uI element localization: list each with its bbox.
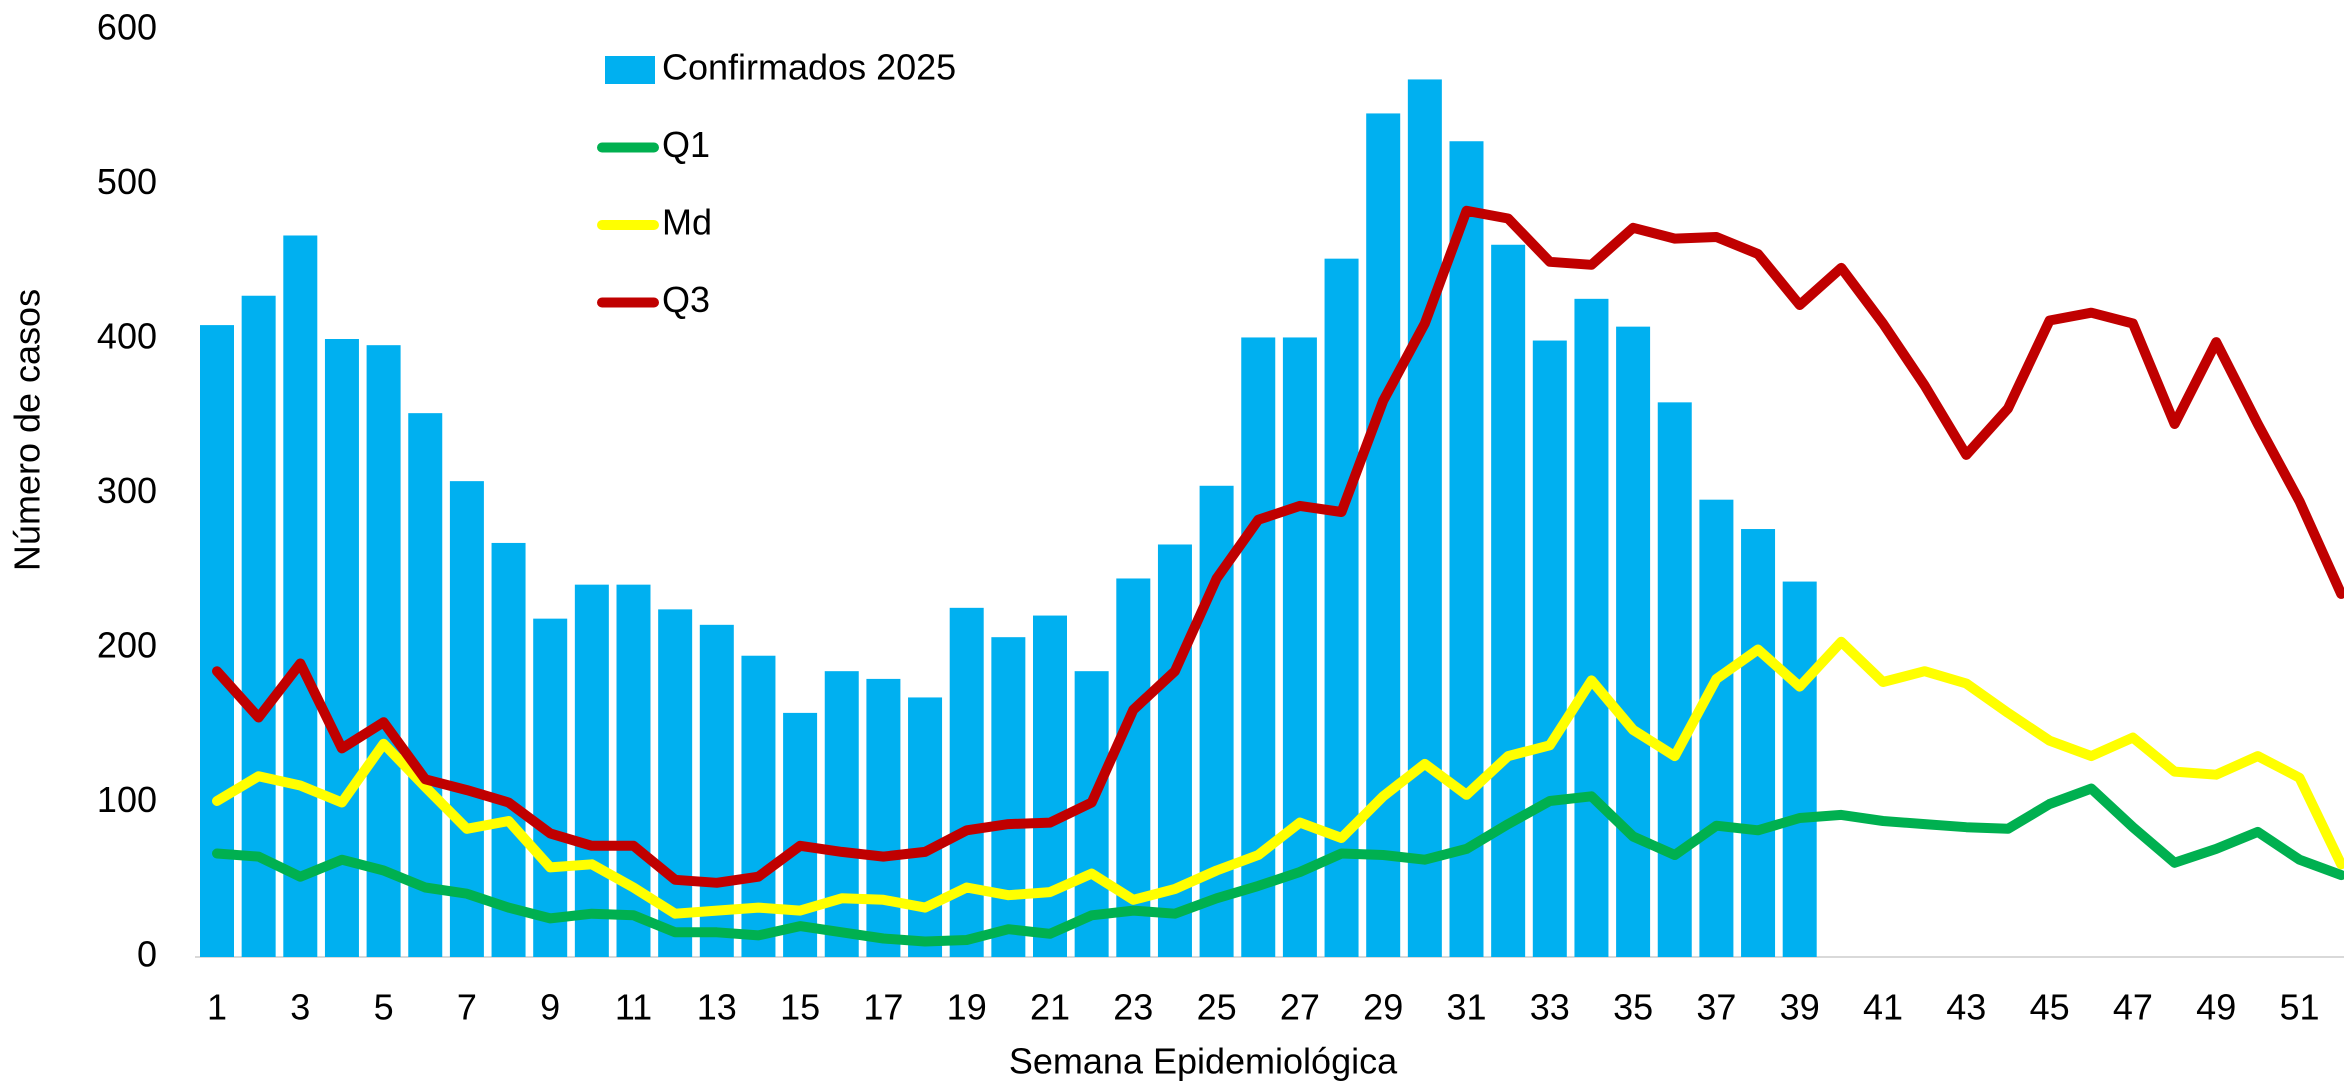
bar	[574, 584, 609, 957]
x-tick-label: 3	[290, 987, 310, 1028]
bar	[783, 712, 818, 957]
bar	[241, 295, 276, 957]
bar	[200, 325, 234, 958]
bar	[1616, 326, 1651, 957]
y-tick-label: 500	[97, 161, 157, 202]
bar	[1532, 340, 1567, 957]
bar	[1741, 529, 1776, 957]
bar	[1449, 141, 1484, 958]
bar	[949, 607, 984, 957]
bar	[908, 697, 943, 957]
x-tick-label: 23	[1113, 987, 1153, 1028]
x-tick-label: 49	[2196, 987, 2236, 1028]
legend-swatch	[605, 56, 655, 84]
legend-label: Q3	[662, 279, 710, 320]
bar	[991, 637, 1026, 957]
x-tick-label: 39	[1780, 987, 1820, 1028]
bar	[1699, 499, 1734, 957]
x-tick-label: 19	[947, 987, 987, 1028]
line-series	[212, 636, 2344, 919]
bar	[699, 624, 734, 957]
x-tick-label: 41	[1863, 987, 1903, 1028]
x-tick-label: 29	[1363, 987, 1403, 1028]
x-tick-label: 37	[1696, 987, 1736, 1028]
line-series	[212, 205, 2344, 888]
bar	[324, 339, 359, 957]
line-series	[212, 783, 2344, 947]
y-tick-label: 400	[97, 316, 157, 357]
bar	[1491, 244, 1526, 957]
x-tick-label: 21	[1030, 987, 1070, 1028]
x-tick-label: 13	[697, 987, 737, 1028]
x-tick-label: 33	[1530, 987, 1570, 1028]
bar	[283, 235, 318, 958]
bar	[658, 609, 693, 957]
x-tick-label: 11	[615, 987, 652, 1028]
x-tick-label: 31	[1446, 987, 1486, 1028]
bar	[491, 542, 526, 957]
x-tick-label: 15	[780, 987, 820, 1028]
bar	[1282, 337, 1317, 958]
x-tick-label: 35	[1613, 987, 1653, 1028]
bar	[1033, 615, 1067, 957]
y-tick-label: 100	[97, 779, 157, 820]
x-tick-label: 25	[1197, 987, 1237, 1028]
x-axis-title: Semana Epidemiológica	[1009, 1041, 1398, 1082]
x-tick-label: 5	[374, 987, 394, 1028]
x-tick-label: 9	[540, 987, 560, 1028]
y-axis-title: Número de casos	[7, 289, 48, 571]
bar	[449, 481, 484, 957]
legend-label: Q1	[662, 124, 710, 165]
y-tick-label: 600	[97, 7, 157, 48]
bar	[408, 413, 443, 957]
bar	[1657, 402, 1692, 958]
bar	[533, 618, 568, 957]
x-tick-label: 17	[863, 987, 903, 1028]
legend-label: Md	[662, 202, 712, 243]
bar	[366, 345, 401, 957]
bar	[1574, 298, 1609, 958]
bar	[1366, 113, 1401, 958]
x-tick-label: 43	[1946, 987, 1986, 1028]
legend-label: Confirmados 2025	[662, 47, 956, 88]
x-tick-label: 47	[2113, 987, 2153, 1028]
bar	[866, 678, 901, 957]
x-tick-label: 7	[457, 987, 477, 1028]
y-tick-label: 300	[97, 470, 157, 511]
bar	[1407, 79, 1442, 957]
bar	[824, 671, 859, 957]
x-tick-label: 45	[2030, 987, 2070, 1028]
y-tick-label: 0	[137, 934, 157, 975]
x-tick-label: 51	[2279, 987, 2319, 1028]
x-tick-label: 27	[1280, 987, 1320, 1028]
y-tick-label: 200	[97, 625, 157, 666]
x-tick-label: 1	[207, 987, 227, 1028]
bar	[1782, 581, 1817, 957]
bar	[616, 584, 651, 957]
